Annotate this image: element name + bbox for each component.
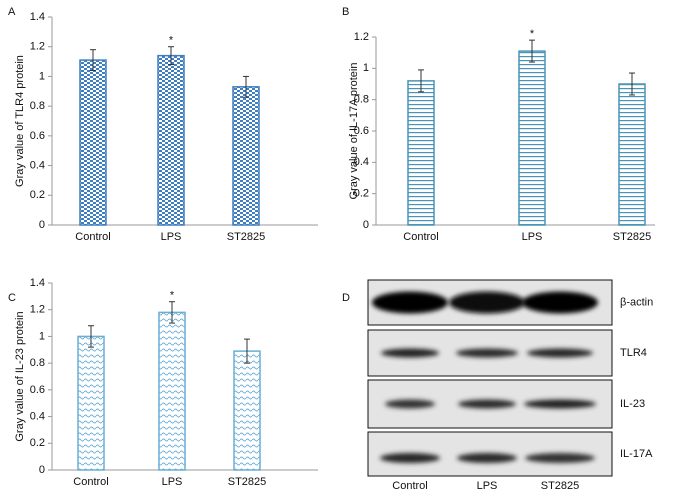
- blot-band: [458, 399, 516, 409]
- y-tick-label: 0.6: [30, 384, 45, 396]
- y-tick-label: 0.8: [354, 94, 369, 106]
- y-tick-label: 0.6: [354, 125, 369, 137]
- blot-band: [524, 399, 596, 409]
- blot-row-label: IL-17A: [620, 448, 653, 460]
- panel-label: B: [342, 6, 349, 18]
- y-axis-label: Gray value of IL-17A protein: [348, 63, 360, 200]
- blot-band: [456, 348, 518, 358]
- y-tick-label: 0: [39, 464, 45, 476]
- y-tick-label: 1.4: [30, 11, 45, 23]
- error-bar: [169, 301, 175, 324]
- blot-band: [457, 453, 517, 463]
- bar: [79, 59, 107, 226]
- y-tick-label: 1.2: [354, 31, 369, 43]
- y-tick-label: 0.4: [30, 410, 45, 422]
- y-tick-label: 1: [363, 62, 369, 74]
- bar: [518, 50, 546, 226]
- blot-band: [527, 348, 593, 358]
- significance-mark: *: [170, 290, 175, 302]
- blot-band: [380, 453, 440, 463]
- x-tick-label: LPS: [161, 231, 182, 243]
- y-axis-label: Gray value of TLR4 protein: [14, 55, 26, 187]
- y-tick-label: 1: [39, 330, 45, 342]
- bar: [158, 311, 186, 471]
- y-tick-label: 0.4: [354, 156, 369, 168]
- bar: [233, 350, 261, 471]
- y-tick-label: 0.6: [30, 130, 45, 142]
- x-tick-label: Control: [403, 231, 438, 243]
- blot-row-label: β-actin: [620, 296, 653, 308]
- x-tick-label: ST2825: [613, 231, 652, 243]
- bar: [77, 335, 105, 471]
- panel-label: A: [8, 6, 16, 18]
- blot-row-label: TLR4: [620, 347, 647, 359]
- error-bar: [629, 72, 635, 96]
- panel-label: D: [342, 292, 350, 304]
- error-bar: [88, 325, 94, 348]
- blot-lane-label: LPS: [477, 480, 498, 492]
- blot-band: [381, 348, 439, 358]
- significance-mark: *: [530, 28, 535, 40]
- y-tick-label: 0.8: [30, 100, 45, 112]
- y-tick-label: 0.2: [30, 437, 45, 449]
- y-tick-label: 1.2: [30, 41, 45, 53]
- x-tick-label: ST2825: [227, 231, 266, 243]
- bar: [618, 83, 646, 226]
- x-tick-label: LPS: [522, 231, 543, 243]
- error-bar: [168, 46, 174, 66]
- error-bar: [244, 338, 250, 364]
- blot-band: [522, 291, 598, 314]
- y-axis-label: Gray value of IL-23 protein: [14, 311, 26, 441]
- y-tick-label: 1: [39, 70, 45, 82]
- blot-lane-label: Control: [392, 480, 427, 492]
- y-tick-label: 1.4: [30, 277, 45, 289]
- error-bar: [243, 75, 249, 98]
- error-bar: [90, 49, 96, 71]
- bar: [157, 54, 185, 226]
- y-tick-label: 0.8: [30, 357, 45, 369]
- blot-band: [449, 291, 525, 314]
- y-tick-label: 0: [39, 219, 45, 231]
- blot-lane-label: ST2825: [541, 480, 580, 492]
- panel-label: C: [8, 292, 16, 304]
- x-tick-label: Control: [75, 231, 110, 243]
- x-tick-label: ST2825: [228, 476, 267, 488]
- bar: [232, 86, 260, 226]
- y-tick-label: 0.2: [354, 188, 369, 200]
- blot-row-label: IL-23: [620, 398, 645, 410]
- x-tick-label: LPS: [162, 476, 183, 488]
- blot-band: [385, 399, 435, 409]
- bar: [407, 80, 435, 226]
- x-tick-label: Control: [73, 476, 108, 488]
- y-tick-label: 0: [363, 219, 369, 231]
- y-tick-label: 1.2: [30, 304, 45, 316]
- blot-band: [372, 291, 448, 314]
- error-bar: [529, 39, 535, 63]
- blot-band: [525, 453, 595, 463]
- y-tick-label: 0.4: [30, 159, 45, 171]
- significance-mark: *: [169, 35, 174, 47]
- error-bar: [418, 69, 424, 93]
- y-tick-label: 0.2: [30, 189, 45, 201]
